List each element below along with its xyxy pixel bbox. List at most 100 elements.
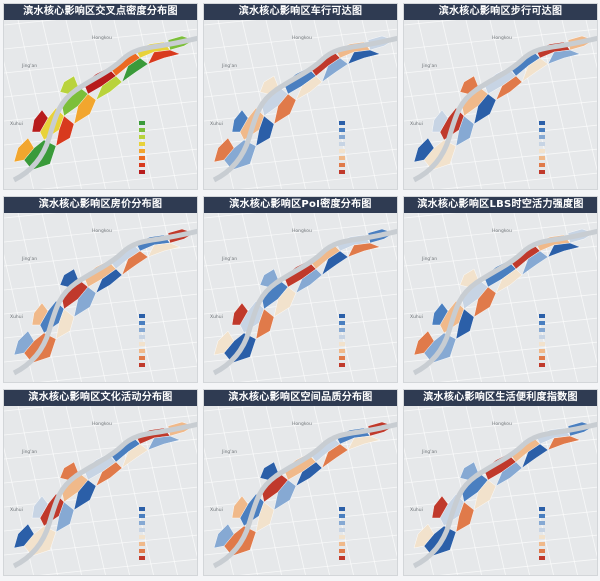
legend-item: [539, 541, 589, 547]
legend-item: [339, 527, 389, 533]
place-label: Hongkou: [92, 422, 112, 427]
legend: [539, 120, 589, 176]
legend-item: [139, 169, 189, 175]
district-block: [73, 93, 97, 125]
road-line: [4, 293, 197, 315]
district-block: [121, 57, 149, 83]
district-map: [404, 213, 597, 382]
district-block: [213, 330, 235, 356]
legend-item: [139, 555, 189, 561]
road-line: [239, 172, 397, 189]
legend-swatch: [539, 363, 545, 367]
legend-swatch: [539, 142, 545, 146]
legend-swatch: [339, 356, 345, 360]
road-line: [239, 365, 397, 382]
road-line: [217, 20, 258, 189]
legend-item: [339, 127, 389, 133]
district-block: [455, 501, 475, 533]
map-panel: 滨水核心影响区PoI密度分布图 Hongkou Xuhui Jing'an: [203, 196, 398, 383]
place-label: Jing'an: [222, 450, 238, 455]
district-block: [31, 109, 49, 133]
legend-swatch: [339, 507, 345, 511]
road-line: [204, 28, 397, 50]
legend-item: [539, 534, 589, 540]
district-block: [231, 109, 249, 133]
district-block: [147, 242, 181, 258]
road-line: [39, 172, 197, 189]
district-block: [321, 250, 349, 276]
legend: [339, 120, 389, 176]
place-label: Jing'an: [422, 64, 438, 69]
legend-item: [539, 548, 589, 554]
road-line: [404, 213, 457, 219]
river: [12, 421, 197, 569]
legend-swatch: [539, 356, 545, 360]
district-block: [413, 330, 435, 356]
legend-swatch: [539, 535, 545, 539]
road-line: [513, 20, 554, 189]
road-line: [217, 213, 258, 382]
legend-item: [139, 141, 189, 147]
legend-item: [539, 334, 589, 340]
district-block: [13, 330, 35, 356]
road-line: [513, 406, 554, 575]
road-line: [404, 317, 597, 339]
district-block: [295, 268, 323, 294]
district-block: [455, 115, 475, 147]
legend-swatch: [339, 556, 345, 560]
legend-swatch: [539, 528, 545, 532]
legend-swatch: [539, 507, 545, 511]
district-block: [495, 75, 523, 101]
district-block: [547, 435, 581, 451]
place-label: Xuhui: [10, 508, 23, 513]
legend-item: [539, 520, 589, 526]
district-block: [231, 495, 249, 519]
road-line: [17, 406, 58, 575]
legend-item: [539, 320, 589, 326]
place-label: Jing'an: [422, 257, 438, 262]
legend-swatch: [539, 321, 545, 325]
district-block: [273, 93, 297, 125]
panel-title: 滨水核心影响区LBS时空活力强度图: [404, 197, 597, 213]
district-map: [4, 213, 197, 382]
legend-item: [139, 548, 189, 554]
district-block: [231, 302, 249, 326]
place-label: Jing'an: [222, 257, 238, 262]
district-block: [31, 302, 49, 326]
road-line: [439, 558, 597, 575]
district-block: [431, 495, 449, 519]
road-line: [439, 172, 597, 189]
place-label: Hongkou: [492, 422, 512, 427]
legend-item: [139, 341, 189, 347]
road-line: [4, 486, 197, 508]
legend-swatch: [539, 170, 545, 174]
district-block: [55, 308, 75, 340]
legend-item: [339, 555, 389, 561]
legend-item: [339, 541, 389, 547]
road-line: [513, 213, 554, 382]
place-label: Hongkou: [92, 36, 112, 41]
legend-item: [539, 555, 589, 561]
district-block: [431, 302, 449, 326]
legend-swatch: [139, 156, 145, 160]
road-line: [404, 414, 597, 436]
place-label: Xuhui: [410, 315, 423, 320]
legend-item: [539, 162, 589, 168]
district-block: [273, 479, 297, 511]
legend-swatch: [539, 542, 545, 546]
legend-item: [339, 327, 389, 333]
district-block: [295, 75, 323, 101]
road-line: [489, 20, 530, 189]
legend-swatch: [139, 142, 145, 146]
legend-swatch: [339, 170, 345, 174]
legend-swatch: [139, 128, 145, 132]
road-line: [113, 406, 154, 575]
road-line: [4, 406, 57, 412]
road-line: [89, 20, 130, 189]
road-line: [204, 213, 257, 219]
legend-swatch: [539, 128, 545, 132]
panel-title: 滨水核心影响区房价分布图: [4, 197, 197, 213]
road-line: [4, 100, 197, 122]
legend-item: [339, 120, 389, 126]
legend-swatch: [139, 521, 145, 525]
